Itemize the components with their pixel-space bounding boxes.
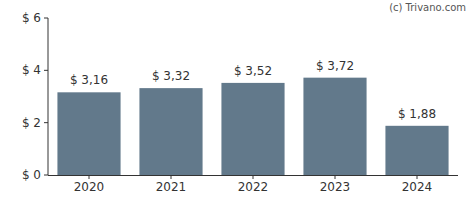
x-tick-label: 2021	[156, 180, 187, 194]
bar	[139, 88, 202, 175]
annotation: (c) Trivano.com	[389, 2, 466, 13]
x-tick	[171, 175, 172, 179]
y-tick	[44, 175, 48, 176]
y-tick-label: $ 0	[22, 168, 41, 182]
bars	[57, 78, 448, 175]
y-tick-label: $ 2	[22, 116, 41, 130]
data-label: $ 3,32	[152, 69, 190, 83]
y-tick	[44, 122, 48, 123]
y-tick	[44, 18, 48, 19]
x-tick	[335, 175, 336, 179]
data-label: $ 3,52	[234, 64, 272, 78]
bar	[303, 78, 366, 175]
x-tick	[253, 175, 254, 179]
data-label: $ 3,16	[70, 73, 108, 87]
x-tick	[89, 175, 90, 179]
y-tick	[44, 70, 48, 71]
y-tick-label: $ 6	[22, 11, 41, 25]
x-tick-label: 2023	[320, 180, 351, 194]
y-axis	[48, 18, 49, 175]
bar	[221, 83, 284, 175]
x-tick-label: 2020	[74, 180, 105, 194]
y-tick-label: $ 4	[22, 63, 41, 77]
data-label: $ 1,88	[398, 107, 436, 121]
x-tick	[417, 175, 418, 179]
data-label: $ 3,72	[316, 59, 354, 73]
x-tick-label: 2022	[238, 180, 269, 194]
bar	[385, 126, 448, 175]
bar	[57, 92, 120, 175]
chart: (c) Trivano.com $ 0 $ 2 $ 4 $ 6 2020 2021 2022 2…	[0, 0, 470, 200]
x-tick-label: 2024	[402, 180, 433, 194]
